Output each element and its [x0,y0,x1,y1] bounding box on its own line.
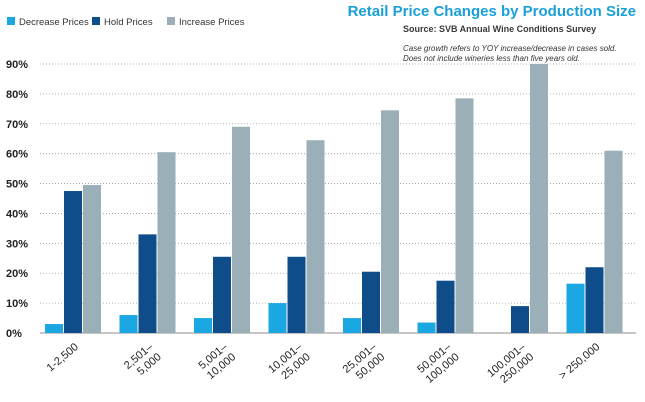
x-axis-ticks: 1-2,500 2,501–5,000 5,001–10,000 10,001–25,… [45,341,603,390]
bar-decrease-prices: Decrease Prices: 16.5% [566,283,585,333]
bar-hold-prices: Hold Prices: 33% [138,234,157,333]
chart-note-2: Does not include wineries less than five… [403,54,580,63]
y-tick-label: 30% [6,238,28,250]
y-tick-label: 60% [6,149,28,161]
legend-label: Decrease Prices [19,17,89,28]
bar-decrease-prices: Decrease Prices: 5% [343,318,361,333]
bar-decrease-prices: Decrease Prices: 6% [119,315,138,333]
x-tick-label: 100,001–250,000 [485,341,537,390]
bar-increase-prices: Increase Prices: 49.5% [83,185,101,333]
bar-hold-prices: Hold Prices: 25.5% [213,256,231,333]
legend-swatch [92,17,100,25]
bar-increase-prices: Increase Prices: 78.5% [455,98,474,333]
chart-note-1: Case growth refers to YOY increase/decre… [403,44,617,53]
y-tick-label: 70% [6,119,28,131]
bar-decrease-prices: Decrease Prices: 3.5% [417,322,436,333]
x-tick-label: 1-2,500 [45,341,81,374]
bar-increase-prices: Increase Prices: 64.5% [306,140,325,333]
y-tick-label: 40% [6,208,28,220]
bar-decrease-prices: Decrease Prices: 3% [45,324,63,333]
legend-swatch [7,17,15,25]
bar-increase-prices: Increase Prices: 69% [232,126,250,334]
x-tick-label: 5,001–10,000 [196,341,239,382]
bar-hold-prices: Hold Prices: 25.5% [287,256,306,333]
y-tick-label: 50% [6,179,28,191]
x-tick-label: 2,501–5,000 [122,341,165,382]
bar-decrease-prices: Decrease Prices: 5% [194,318,212,333]
legend-label: Increase Prices [179,17,245,28]
bar-hold-prices: Hold Prices: 9% [511,306,529,333]
x-tick-label: > 250,000 [557,341,602,382]
y-tick-label: 80% [6,89,28,101]
y-tick-label: 90% [6,59,28,71]
bar-hold-prices: Hold Prices: 47.5% [64,191,82,333]
bars: Decrease Prices: 3%Hold Prices: 47.5%Inc… [45,64,623,334]
bar-increase-prices: Increase Prices: 74.5% [381,110,399,333]
y-tick-label: 20% [6,268,28,280]
bar-hold-prices: Hold Prices: 17.5% [436,280,455,333]
chart-title: Retail Price Changes by Production Size [348,3,636,20]
bar-increase-prices: Increase Prices: 60.5% [157,152,176,333]
bar-increase-prices: Increase Prices: 90% [530,64,548,333]
bar-decrease-prices: Decrease Prices: 10% [268,303,287,333]
y-axis-ticks: 0% 10% 20% 30% 40% 50% 60% 70% 80% 90% [6,59,28,340]
bar-hold-prices: Hold Prices: 20.5% [362,271,380,333]
legend-label: Hold Prices [104,17,153,28]
chart-subtitle: Source: SVB Annual Wine Conditions Surve… [403,24,596,34]
x-tick-label: 50,001–100,000 [415,341,462,386]
bar-increase-prices: Increase Prices: 61% [604,150,623,333]
bar-hold-prices: Hold Prices: 22% [585,267,604,333]
x-tick-label: 25,001–50,000 [341,341,388,386]
x-tick-label: 10,001–25,000 [266,341,313,386]
y-tick-label: 10% [6,298,28,310]
legend-swatch [167,17,175,25]
legend: Decrease Prices Hold Prices Increase Price… [7,17,245,28]
y-tick-label: 0% [6,328,22,340]
